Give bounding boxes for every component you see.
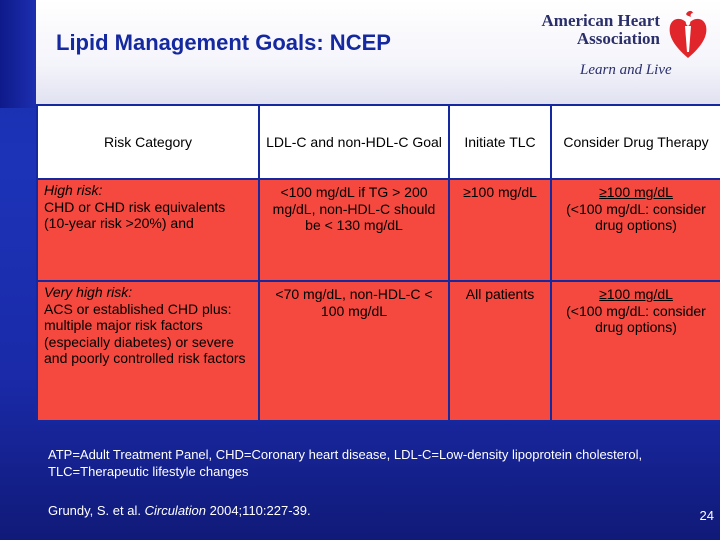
lipid-goals-table: Risk Category LDL-C and non-HDL-C Goal I…: [36, 104, 720, 422]
risk-category-cell: Very high risk: ACS or established CHD p…: [36, 280, 260, 422]
drug-threshold: ≥100 mg/dL: [599, 286, 673, 302]
logo-wordmark: American Heart Association: [540, 12, 660, 48]
citation-details: 2004;110:227-39.: [209, 503, 311, 518]
table-row: High risk: CHD or CHD risk equivalents (…: [36, 178, 720, 282]
header-initiate-tlc: Initiate TLC: [448, 104, 552, 180]
drug-threshold: ≥100 mg/dL: [599, 184, 673, 200]
initiate-tlc-cell: ≥100 mg/dL: [448, 178, 552, 282]
page-number: 24: [699, 508, 714, 523]
initiate-tlc-cell: All patients: [448, 280, 552, 422]
risk-category-title: Very high risk:: [44, 284, 133, 300]
logo-line2: Association: [576, 28, 660, 48]
drug-note: (<100 mg/dL: consider drug options): [566, 302, 706, 336]
risk-category-detail: CHD or CHD risk equivalents (10-year ris…: [44, 198, 226, 232]
risk-category-title: High risk:: [44, 182, 103, 198]
ldl-goal-cell: <70 mg/dL, non-HDL-C < 100 mg/dL: [258, 280, 450, 422]
citation-journal: Circulation: [144, 503, 207, 518]
citation: Grundy, S. et al. Circulation 2004;110:2…: [48, 503, 448, 518]
header-risk-category: Risk Category: [36, 104, 260, 180]
header-ldl-goal: LDL-C and non-HDL-C Goal: [258, 104, 450, 180]
risk-category-cell: High risk: CHD or CHD risk equivalents (…: [36, 178, 260, 282]
drug-therapy-cell: ≥100 mg/dL (<100 mg/dL: consider drug op…: [550, 280, 720, 422]
drug-note: (<100 mg/dL: consider drug options): [566, 200, 706, 234]
citation-authors: Grundy, S. et al.: [48, 503, 141, 518]
abbreviations-footnote: ATP=Adult Treatment Panel, CHD=Coronary …: [48, 447, 643, 479]
left-accent-band: [0, 0, 36, 108]
ldl-goal-cell: <100 mg/dL if TG > 200 mg/dL, non-HDL-C …: [258, 178, 450, 282]
heart-torch-icon: [669, 10, 707, 58]
header-band: [0, 0, 720, 108]
drug-therapy-cell: ≥100 mg/dL (<100 mg/dL: consider drug op…: [550, 178, 720, 282]
logo-tagline: Learn and Live: [580, 62, 672, 78]
slide-title: Lipid Management Goals: NCEP: [56, 30, 391, 55]
aha-logo: American Heart Association Learn and Liv…: [540, 8, 716, 84]
table-header-row: Risk Category LDL-C and non-HDL-C Goal I…: [36, 104, 720, 180]
table-row: Very high risk: ACS or established CHD p…: [36, 280, 720, 422]
header-drug-therapy: Consider Drug Therapy: [550, 104, 720, 180]
logo-line1: American Heart: [541, 11, 660, 30]
risk-category-detail: ACS or established CHD plus: multiple ma…: [44, 300, 246, 367]
